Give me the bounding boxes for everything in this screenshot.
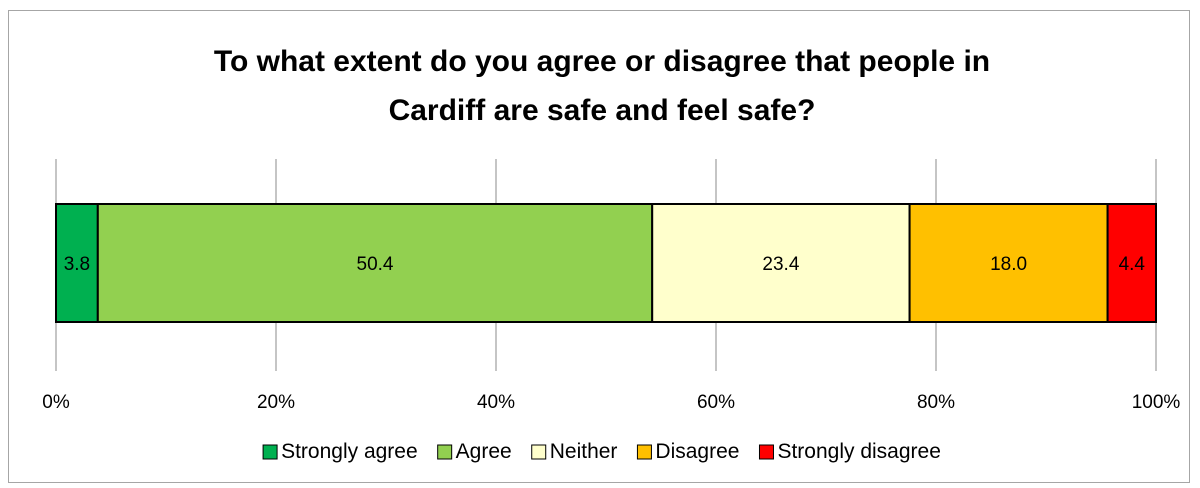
data-label-strongly-agree: 3.8 [64,254,90,275]
chart-frame: To what extent do you agree or disagree … [8,10,1190,483]
chart-title-line-1: To what extent do you agree or disagree … [214,45,990,78]
x-axis-tick-labels: 0% 20% 40% 60% 80% 100% [42,392,1180,413]
x-tick-label: 40% [477,392,515,413]
legend-label-strongly-agree: Strongly agree [281,440,418,463]
chart-title-line-2: Cardiff are safe and feel safe? [389,94,816,127]
legend-swatch-agree [437,444,453,460]
legend-swatch-neither [531,444,547,460]
data-label-agree: 50.4 [357,254,394,275]
bar-segment-strongly-agree [55,203,99,323]
legend-label-strongly-disagree: Strongly disagree [777,440,940,463]
x-tick-label: 0% [42,392,70,413]
bar-segment-disagree [908,203,1109,323]
chart-svg: To what extent do you agree or disagree … [42,45,1180,463]
data-label-strongly-disagree: 4.4 [1119,254,1146,275]
bar-segments: 3.8 50.4 23.4 18.0 4.4 [55,203,1157,323]
legend-swatch-disagree [636,444,652,460]
legend: Strongly agree Agree Neither Disagree Strong… [262,440,941,463]
x-tick-label: 80% [917,392,955,413]
legend-label-neither: Neither [550,440,618,463]
data-label-disagree: 18.0 [990,254,1027,275]
x-tick-label: 20% [257,392,295,413]
x-tick-label: 100% [1132,392,1181,413]
data-label-neither: 23.4 [762,254,799,275]
x-tick-label: 60% [697,392,735,413]
legend-label-disagree: Disagree [655,440,739,463]
legend-swatch-strongly-disagree [758,444,774,460]
bar-segment-strongly-disagree [1106,203,1157,323]
legend-label-agree: Agree [456,440,512,463]
legend-swatch-strongly-agree [262,444,278,460]
